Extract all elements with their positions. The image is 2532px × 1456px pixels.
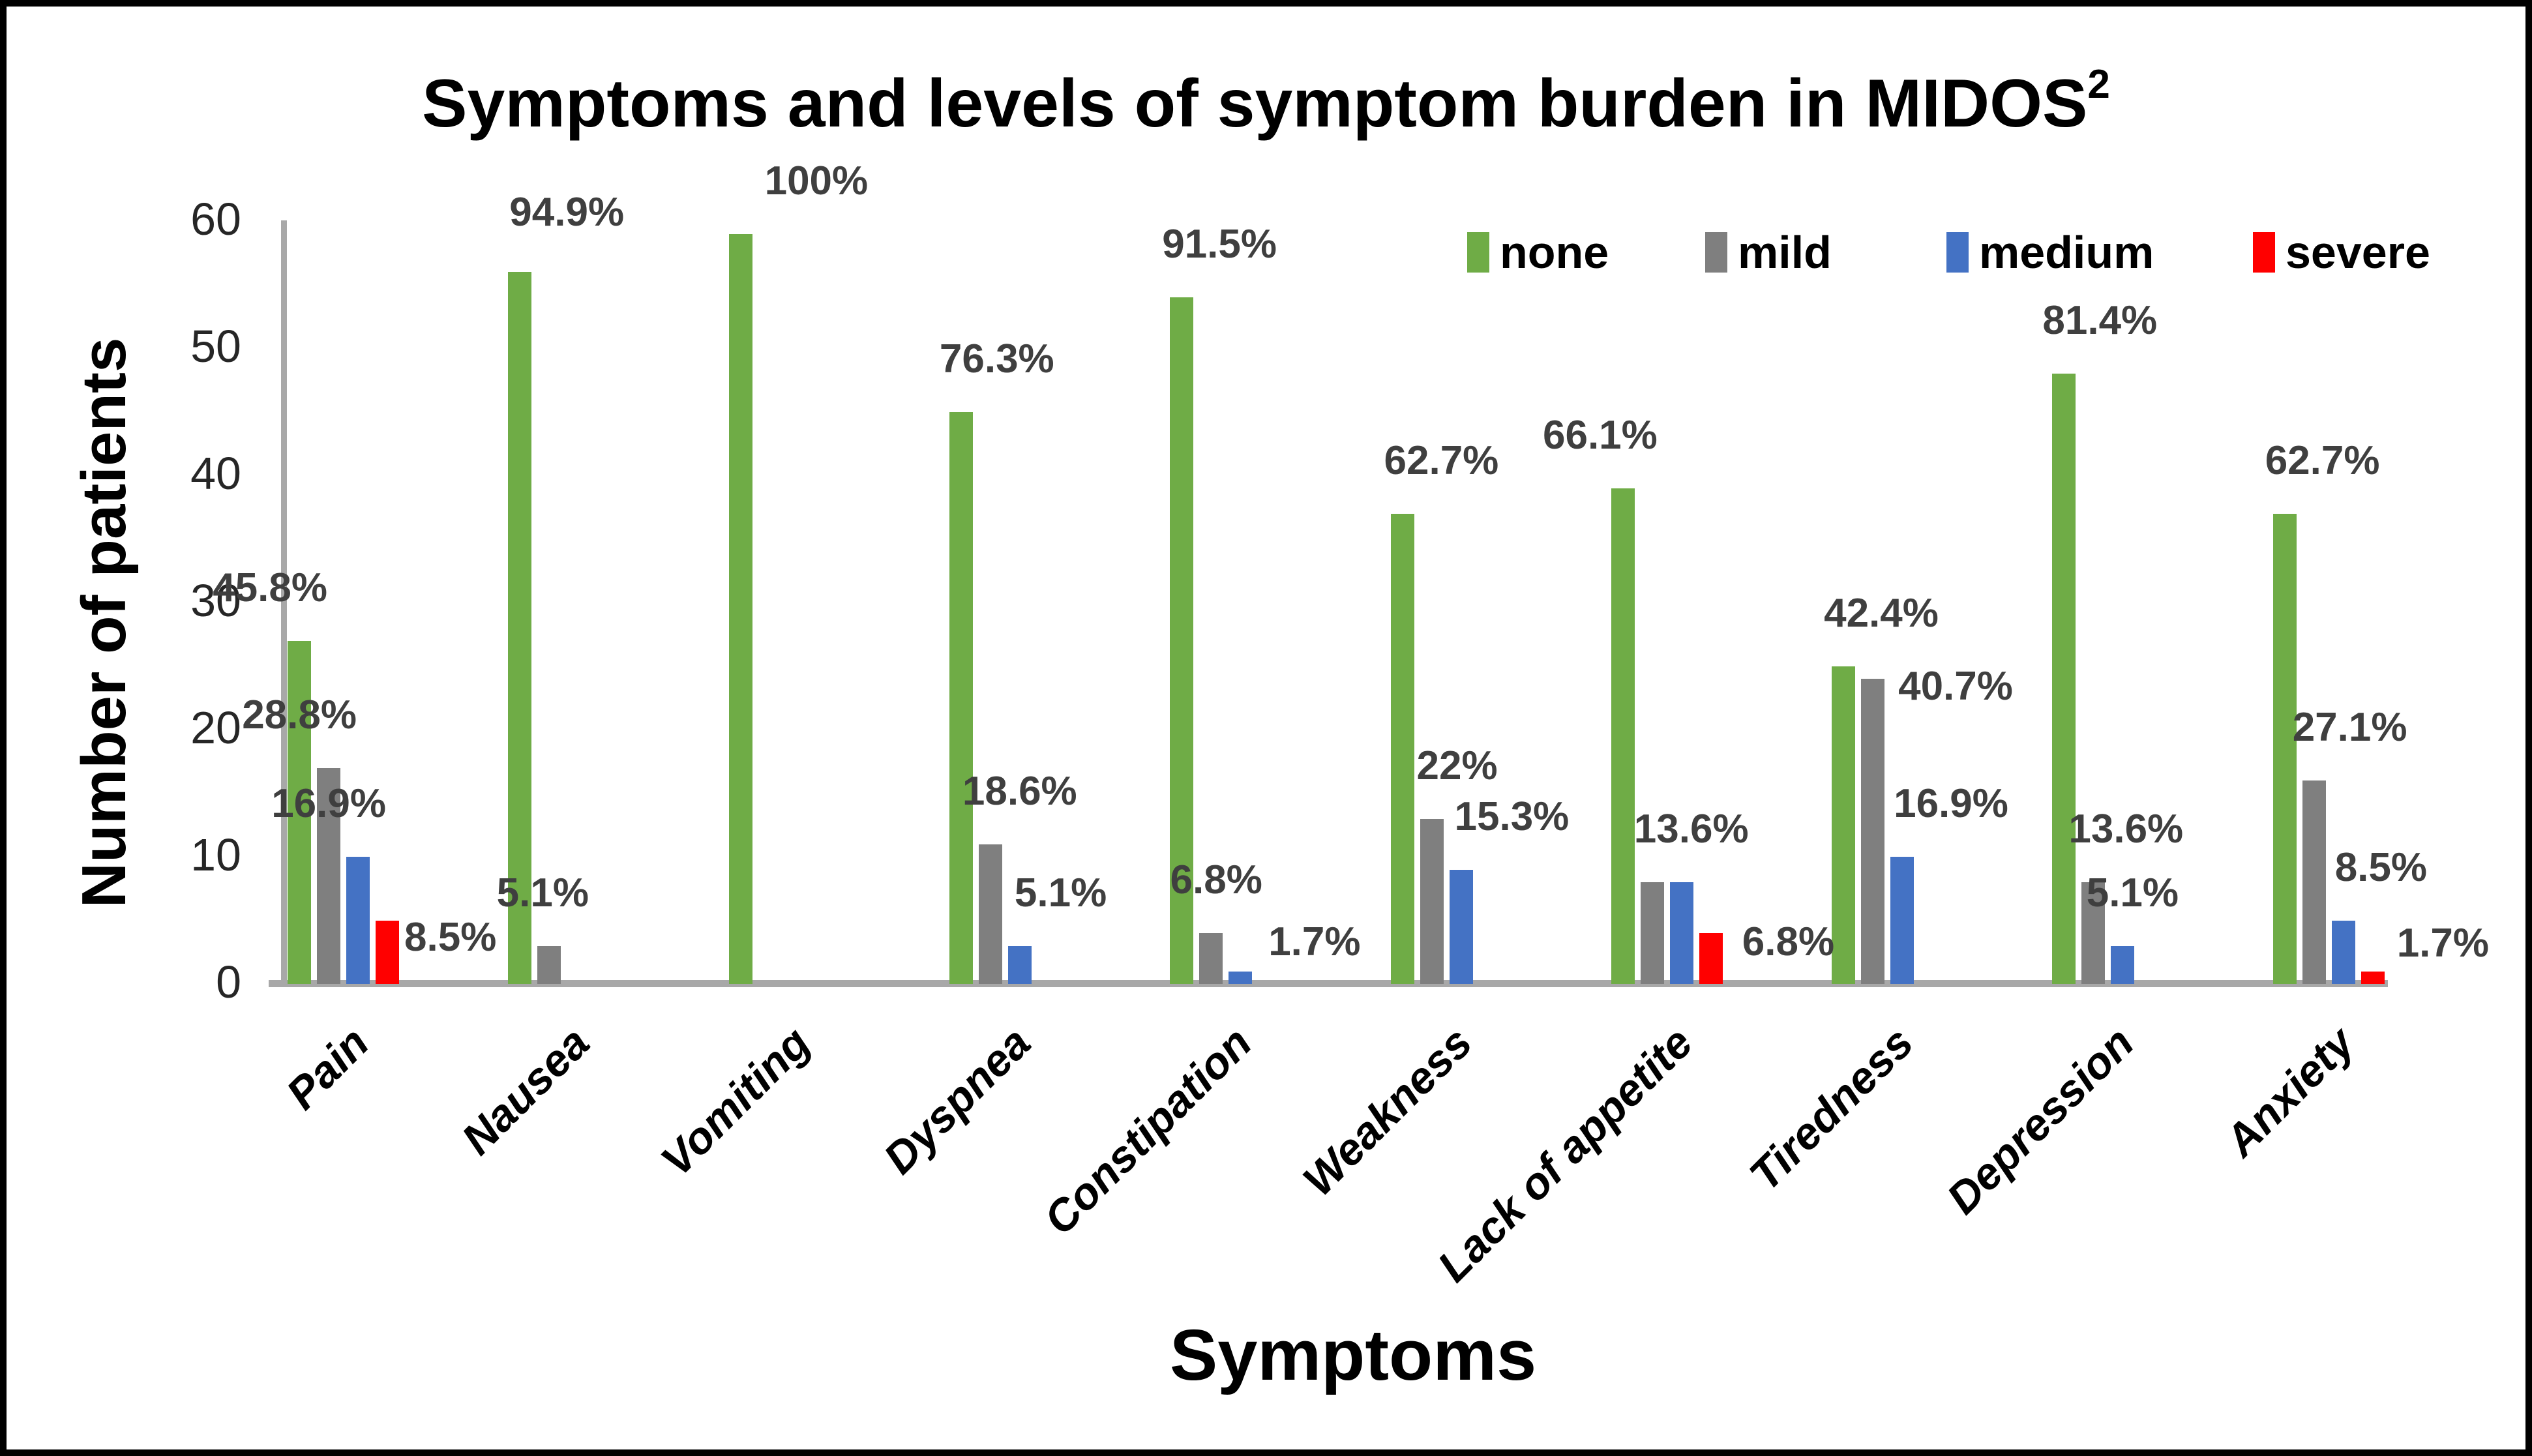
bar-medium-constipation [1229, 971, 1253, 984]
legend-item-none: none [1467, 227, 1609, 278]
bar-mild-anxiety [2302, 780, 2326, 984]
bar-none-lack-of-appetite [1611, 488, 1635, 984]
value-label-severe-lack-of-appetite: 6.8% [1742, 919, 1835, 964]
legend-swatch-severe [2253, 232, 2275, 273]
value-label-none-pain: 45.8% [213, 565, 327, 610]
x-tick-label-constipation: Constipation [1034, 1017, 1261, 1245]
legend-swatch-none [1467, 232, 1489, 273]
x-tick-label-dyspnea: Dyspnea [874, 1017, 1041, 1183]
value-label-mild-constipation: 6.8% [1170, 857, 1262, 902]
y-tick-label-60: 60 [190, 194, 241, 245]
bar-mild-tiredness [1861, 679, 1885, 984]
bar-none-dyspnea [949, 411, 973, 984]
y-tick-label-20: 20 [190, 702, 241, 753]
value-label-medium-weakness: 15.3% [1454, 794, 1570, 839]
x-tick-label-depression: Depression [1937, 1017, 2143, 1224]
bar-none-depression [2052, 374, 2076, 984]
bar-mild-nausea [537, 945, 561, 984]
value-label-severe-pain: 8.5% [404, 915, 497, 960]
value-label-none-depression: 81.4% [2042, 298, 2158, 343]
bar-medium-weakness [1449, 869, 1473, 984]
value-label-medium-dyspnea: 5.1% [1014, 870, 1107, 915]
value-label-none-tiredness: 42.4% [1824, 590, 1939, 636]
bar-none-pain [288, 640, 311, 984]
x-tick-label-anxiety: Anxiety [2215, 1017, 2364, 1166]
value-label-none-dyspnea: 76.3% [939, 336, 1054, 381]
x-tick-label-vomiting: Vomiting [651, 1017, 820, 1186]
value-label-severe-anxiety: 1.7% [2396, 921, 2490, 966]
value-label-none-lack-of-appetite: 66.1% [1542, 412, 1658, 458]
bar-mild-dyspnea [978, 844, 1002, 984]
chart-title-superscript: 2 [2087, 62, 2110, 107]
bar-medium-pain [346, 857, 370, 984]
value-label-mild-anxiety: 27.1% [2292, 705, 2407, 750]
value-label-mild-lack-of-appetite: 13.6% [1633, 807, 1749, 852]
bar-severe-anxiety [2361, 971, 2385, 984]
legend-item-mild: mild [1705, 227, 1832, 278]
y-tick-label-40: 40 [190, 448, 241, 499]
bar-none-vomiting [728, 233, 752, 984]
value-label-medium-tiredness: 16.9% [1894, 781, 2008, 826]
value-label-medium-depression: 5.1% [2086, 870, 2179, 915]
legend-label-none: none [1500, 227, 1609, 278]
bar-mild-constipation [1199, 933, 1223, 984]
x-axis-title: Symptoms [1169, 1315, 1537, 1395]
bar-none-tiredness [1832, 666, 1856, 984]
value-label-none-weakness: 62.7% [1384, 438, 1499, 483]
value-label-mild-weakness: 22% [1416, 743, 1498, 788]
chart-title: Symptoms and levels of symptom burden in… [7, 61, 2525, 143]
value-label-none-anxiety: 62.7% [2265, 438, 2380, 483]
bar-mild-pain [317, 767, 340, 984]
legend-label-medium: medium [1979, 227, 2154, 278]
value-label-mild-tiredness: 40.7% [1898, 664, 2013, 709]
value-label-none-nausea: 94.9% [509, 190, 625, 235]
bar-medium-dyspnea [1007, 945, 1032, 984]
value-label-mild-dyspnea: 18.6% [962, 768, 1077, 814]
bar-none-weakness [1390, 513, 1414, 984]
x-axis-line [269, 980, 2388, 987]
legend-label-mild: mild [1738, 227, 1832, 278]
legend-swatch-mild [1705, 232, 1727, 273]
value-label-mild-pain: 28.8% [242, 692, 357, 737]
bar-medium-depression [2111, 945, 2135, 984]
value-label-medium-pain: 16.9% [271, 781, 386, 826]
bar-medium-anxiety [2331, 920, 2355, 984]
bar-none-constipation [1170, 297, 1194, 984]
value-label-mild-nausea: 5.1% [496, 870, 589, 915]
value-label-mild-depression: 13.6% [2068, 807, 2184, 852]
legend-item-severe: severe [2253, 227, 2430, 278]
value-label-none-vomiting: 100% [764, 158, 869, 203]
y-axis-line [281, 220, 287, 987]
x-tick-label-weakness: Weakness [1293, 1017, 1482, 1206]
legend-item-medium: medium [1946, 227, 2154, 278]
bar-none-anxiety [2272, 513, 2297, 984]
y-tick-label-50: 50 [190, 321, 241, 372]
bar-medium-tiredness [1890, 857, 1914, 984]
x-tick-label-tiredness: Tiredness [1740, 1017, 1923, 1200]
value-label-medium-constipation: 1.7% [1268, 919, 1361, 964]
bar-severe-lack-of-appetite [1699, 933, 1723, 984]
legend-swatch-medium [1946, 232, 1969, 273]
y-axis-title: Number of patients [69, 337, 139, 908]
value-label-none-constipation: 91.5% [1162, 222, 1277, 267]
bar-severe-pain [376, 920, 399, 984]
chart-title-text: Symptoms and levels of symptom burden in… [422, 66, 2088, 141]
y-tick-label-10: 10 [190, 829, 241, 880]
y-tick-label-0: 0 [216, 957, 241, 1007]
bar-medium-lack-of-appetite [1669, 882, 1693, 984]
bar-mild-depression [2081, 882, 2106, 984]
x-tick-label-pain: Pain [277, 1017, 379, 1119]
x-tick-label-nausea: Nausea [452, 1017, 599, 1165]
value-label-medium-anxiety: 8.5% [2334, 844, 2428, 890]
bar-none-nausea [508, 272, 532, 984]
bar-mild-lack-of-appetite [1640, 882, 1664, 984]
bar-mild-weakness [1420, 818, 1444, 984]
y-tick-label-30: 30 [190, 575, 241, 626]
legend-label-severe: severe [2286, 227, 2430, 278]
